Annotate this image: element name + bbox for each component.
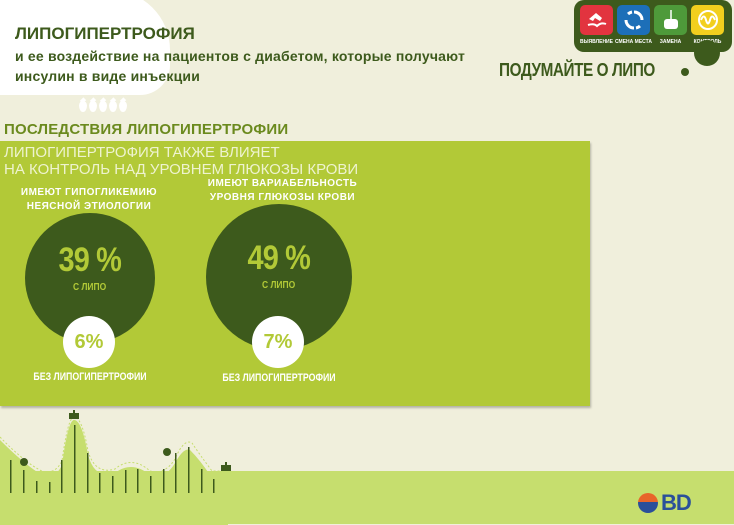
thought-dot bbox=[681, 68, 689, 76]
bd-sun-emblem-icon bbox=[638, 493, 658, 513]
with-lipo-label: С ЛИПО bbox=[262, 280, 296, 291]
without-lipo-label: БЕЗ ЛИПОГИПЕРТРОФИИ bbox=[33, 371, 147, 383]
wave-icon bbox=[691, 5, 724, 35]
caption-line: УРОВНЯ ГЛЮКОЗЫ КРОВИ bbox=[209, 192, 356, 203]
drop-icon bbox=[79, 101, 87, 112]
with-lipo-value: 39 % bbox=[58, 241, 122, 279]
header-cloud-bump bbox=[20, 0, 80, 20]
stats-panel: ЛИПОГИПЕРТРОФИЯ ТАКЖЕ ВЛИЯЕТ НА КОНТРОЛЬ… bbox=[0, 141, 590, 406]
stat-hypoglycemia: ИМЕЮТ ГИПОГЛИКЕМИЮ НЕЯСНОЙ ЭТИОЛОГИИ 39 … bbox=[0, 141, 180, 406]
needle-cap-icon bbox=[654, 5, 687, 35]
steps-box: ВЫЯВЛЕНИЕ СМЕНА МЕСТА ЗАМЕНА КОНТРОЛЬ bbox=[574, 0, 732, 52]
drop-icon bbox=[109, 101, 117, 112]
without-lipo-value: 6% bbox=[74, 330, 104, 353]
stat-caption: ИМЕЮТ ВАРИАБЕЛЬНОСТЬ УРОВНЯ ГЛЮКОЗЫ КРОВ… bbox=[190, 177, 375, 205]
caption-line: ИМЕЮТ ГИПОГЛИКЕМИЮ bbox=[20, 187, 158, 198]
raindrops-decoration bbox=[79, 101, 127, 112]
step-label: СМЕНА МЕСТА bbox=[615, 39, 652, 45]
panel-heading-line1: ЛИПОГИПЕРТРОФИЯ ТАКЖЕ ВЛИЯЕТ bbox=[4, 144, 280, 161]
section-title: ПОСЛЕДСТВИЯ ЛИПОГИПЕРТРОФИИ bbox=[4, 121, 289, 138]
thought-bubble bbox=[694, 40, 720, 66]
step-label: ВЫЯВЛЕНИЕ bbox=[580, 39, 613, 45]
campaign-brand: ВЫЯВЛЕНИЕ СМЕНА МЕСТА ЗАМЕНА КОНТРОЛЬ ПО… bbox=[497, 0, 734, 90]
drop-icon bbox=[119, 101, 127, 112]
campaign-slogan: ПОДУМАЙТЕ О ЛИПО bbox=[499, 60, 655, 80]
rotate-icon bbox=[617, 5, 650, 35]
without-lipo-circle: 6% bbox=[63, 316, 115, 368]
with-lipo-value: 49 % bbox=[247, 239, 311, 277]
step-rotate: СМЕНА МЕСТА bbox=[615, 5, 652, 47]
without-lipo-label: БЕЗ ЛИПОГИПЕРТРОФИИ bbox=[222, 372, 336, 384]
page-title: ЛИПОГИПЕРТРОФИЯ bbox=[15, 24, 195, 43]
figures bbox=[20, 410, 231, 471]
without-lipo-value: 7% bbox=[263, 330, 293, 353]
bd-logo-text: BD bbox=[661, 490, 692, 515]
drop-icon bbox=[89, 101, 97, 112]
step-label: ЗАМЕНА bbox=[659, 39, 682, 45]
hand-icon bbox=[580, 5, 613, 35]
drop-icon bbox=[99, 101, 107, 112]
step-replace: ЗАМЕНА bbox=[654, 5, 687, 47]
stat-caption: ИМЕЮТ ГИПОГЛИКЕМИЮ НЕЯСНОЙ ЭТИОЛОГИИ bbox=[0, 186, 178, 214]
with-lipo-label: С ЛИПО bbox=[73, 282, 107, 293]
stat-glucose-variability: ИМЕЮТ ВАРИАБЕЛЬНОСТЬ УРОВНЯ ГЛЮКОЗЫ КРОВ… bbox=[190, 141, 375, 406]
step-detect: ВЫЯВЛЕНИЕ bbox=[580, 5, 613, 47]
glucose-hills-illustration bbox=[0, 410, 231, 525]
without-lipo-circle: 7% bbox=[252, 316, 304, 368]
caption-line: НЕЯСНОЙ ЭТИОЛОГИИ bbox=[26, 201, 152, 212]
bd-logo: BD bbox=[638, 490, 692, 516]
header-cloud-base bbox=[0, 50, 60, 95]
panel-heading-line2: НА КОНТРОЛЬ НАД УРОВНЕМ ГЛЮКОЗЫ КРОВИ bbox=[4, 161, 359, 178]
caption-line: ИМЕЮТ ВАРИАБЕЛЬНОСТЬ bbox=[207, 178, 358, 189]
panel-heading: ЛИПОГИПЕРТРОФИЯ ТАКЖЕ ВЛИЯЕТ НА КОНТРОЛЬ… bbox=[4, 144, 358, 178]
page-subtitle: и ее воздействие на пациентов с диабетом… bbox=[15, 48, 466, 84]
